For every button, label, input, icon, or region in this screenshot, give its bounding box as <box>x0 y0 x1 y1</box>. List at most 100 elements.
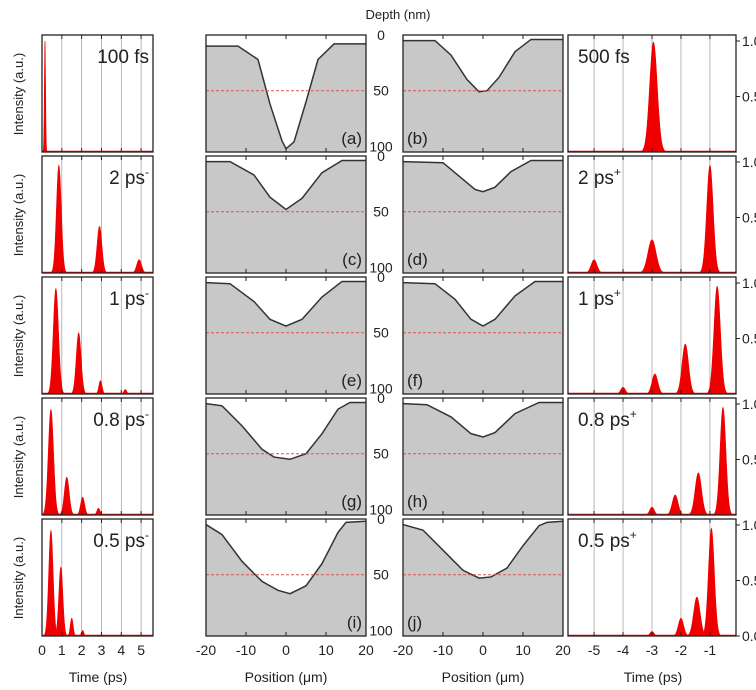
panel-frame <box>41 155 154 274</box>
pulse-label-text: 1 ps <box>109 289 145 310</box>
crater-profile-right-row-2: (d) <box>402 155 564 274</box>
panel-label: (f) <box>407 371 423 390</box>
intensity-tick-label: 0.5 <box>742 210 756 226</box>
pulse-mark <box>641 41 666 152</box>
pulse-train-positive-row-5: 0.5 ps- <box>41 518 154 637</box>
pulse-mark <box>687 596 707 636</box>
pulse-train-negative-row-5: 0.5 ps+ <box>567 518 737 637</box>
left-ylabel-5: Intensity (a.u.) <box>11 537 26 619</box>
panel-frame <box>41 34 154 153</box>
left-xlabel: Time (ps) <box>69 669 128 685</box>
crater-profile-left-row-1: (a) <box>205 34 367 153</box>
pulse-label-sign: - <box>145 165 149 179</box>
x-tick-label: -10 <box>433 642 453 658</box>
pulse-label-sign: + <box>614 165 621 179</box>
x-tick-label: 2 <box>78 642 86 658</box>
pulse-mark <box>646 373 664 395</box>
x-tick-label: -4 <box>617 642 630 658</box>
panel-frame <box>41 276 154 395</box>
x-tick-label: -2 <box>675 642 688 658</box>
pulse-mark <box>76 496 89 516</box>
pulse-mark <box>42 40 48 152</box>
crater-profile-line <box>402 159 563 193</box>
crater-area <box>206 521 366 636</box>
pulse-label: 1 ps- <box>109 286 149 310</box>
crater-profile-line <box>402 280 563 327</box>
panel-label: (c) <box>342 250 362 269</box>
depth-tick-label: 0 <box>377 269 385 285</box>
pulse-mark <box>585 259 603 274</box>
crater-profile-line <box>402 520 564 579</box>
x-tick-label: 0 <box>38 642 46 658</box>
depth-tick-label: 50 <box>373 567 389 583</box>
intensity-tick-label: 1.0 <box>742 517 756 533</box>
pulse-mark <box>95 380 106 395</box>
x-tick-label: 3 <box>98 642 106 658</box>
intensity-tick-label: 0.0 <box>742 628 756 644</box>
x-tick-label: 20 <box>358 642 374 658</box>
pulse-label-sign: - <box>145 286 149 300</box>
pulse-mark <box>674 343 696 394</box>
panel-label: (d) <box>407 250 428 269</box>
left-ylabel-3: Intensity (a.u.) <box>11 295 26 377</box>
pulse-label-sign: + <box>614 286 621 300</box>
depth-tick-label: 100 <box>369 380 393 396</box>
x-tick-label: 5 <box>137 642 145 658</box>
intensity-tick-label: 0.5 <box>742 452 756 468</box>
pulse-label-sign: + <box>630 528 637 542</box>
crater-profile-line <box>206 159 366 211</box>
intensity-tick-label: 1.0 <box>742 154 756 170</box>
pulse-label-sign: - <box>145 528 149 542</box>
crater-profile-right-row-1: (b) <box>402 34 564 153</box>
right-xlabel: Time (ps) <box>624 669 683 685</box>
pulse-label: 2 ps+ <box>578 165 621 189</box>
pulse-mark <box>47 287 65 394</box>
pulse-mark <box>707 285 728 394</box>
pulse-mark <box>688 472 709 515</box>
pulse-train-positive-row-3: 1 ps- <box>41 276 154 395</box>
pulse-mark <box>131 259 147 274</box>
pulse-train-positive-row-4: 0.8 ps- <box>41 397 154 516</box>
crater-area <box>403 39 563 152</box>
mid-xlabel-left: Position (μm) <box>245 669 328 685</box>
pulse-mark <box>639 239 665 273</box>
pulse-train-negative-row-2: 2 ps+ <box>567 155 737 274</box>
pulse-label-text: 0.5 ps <box>578 531 630 552</box>
crater-profile-line <box>402 401 563 438</box>
crater-profile-line <box>403 38 563 93</box>
panel-label: (e) <box>341 371 362 390</box>
crater-area <box>403 160 563 273</box>
panel-label: (b) <box>407 129 428 148</box>
x-tick-label: 20 <box>555 642 571 658</box>
crater-area <box>206 281 366 394</box>
crater-area <box>206 160 366 273</box>
crater-profile-line <box>205 401 366 461</box>
pulse-mark <box>54 566 68 636</box>
pulse-label: 0.8 ps- <box>93 407 149 431</box>
x-tick-label: 10 <box>515 642 531 658</box>
x-tick-label: 0 <box>479 642 487 658</box>
depth-tick-label: 0 <box>377 27 385 43</box>
pulse-train-negative-row-1: 500 fs <box>567 34 737 153</box>
mid-xlabel-right: Position (μm) <box>442 669 525 685</box>
intensity-tick-label: 0.5 <box>742 331 756 347</box>
pulse-mark <box>91 225 108 273</box>
pulse-mark <box>51 164 67 273</box>
crater-profile-line <box>205 280 366 327</box>
pulse-mark <box>699 164 721 273</box>
crater-area <box>403 281 563 394</box>
pulse-mark <box>673 617 689 637</box>
pulse-label-text: 0.8 ps <box>578 410 630 431</box>
crater-profile-left-row-2: (c) <box>205 155 367 274</box>
pulse-label: 500 fs <box>578 47 630 68</box>
pulse-train-negative-row-4: 0.8 ps+ <box>567 397 737 516</box>
top-axis-label: Depth (nm) <box>365 7 430 22</box>
depth-tick-label: 50 <box>373 325 389 341</box>
panel-frame <box>41 397 154 516</box>
depth-tick-label: 100 <box>369 259 393 275</box>
depth-tick-label: 100 <box>369 501 393 517</box>
x-tick-label: 10 <box>318 642 334 658</box>
left-ylabel-2: Intensity (a.u.) <box>11 174 26 256</box>
crater-profile-left-row-4: (g) <box>205 397 367 516</box>
